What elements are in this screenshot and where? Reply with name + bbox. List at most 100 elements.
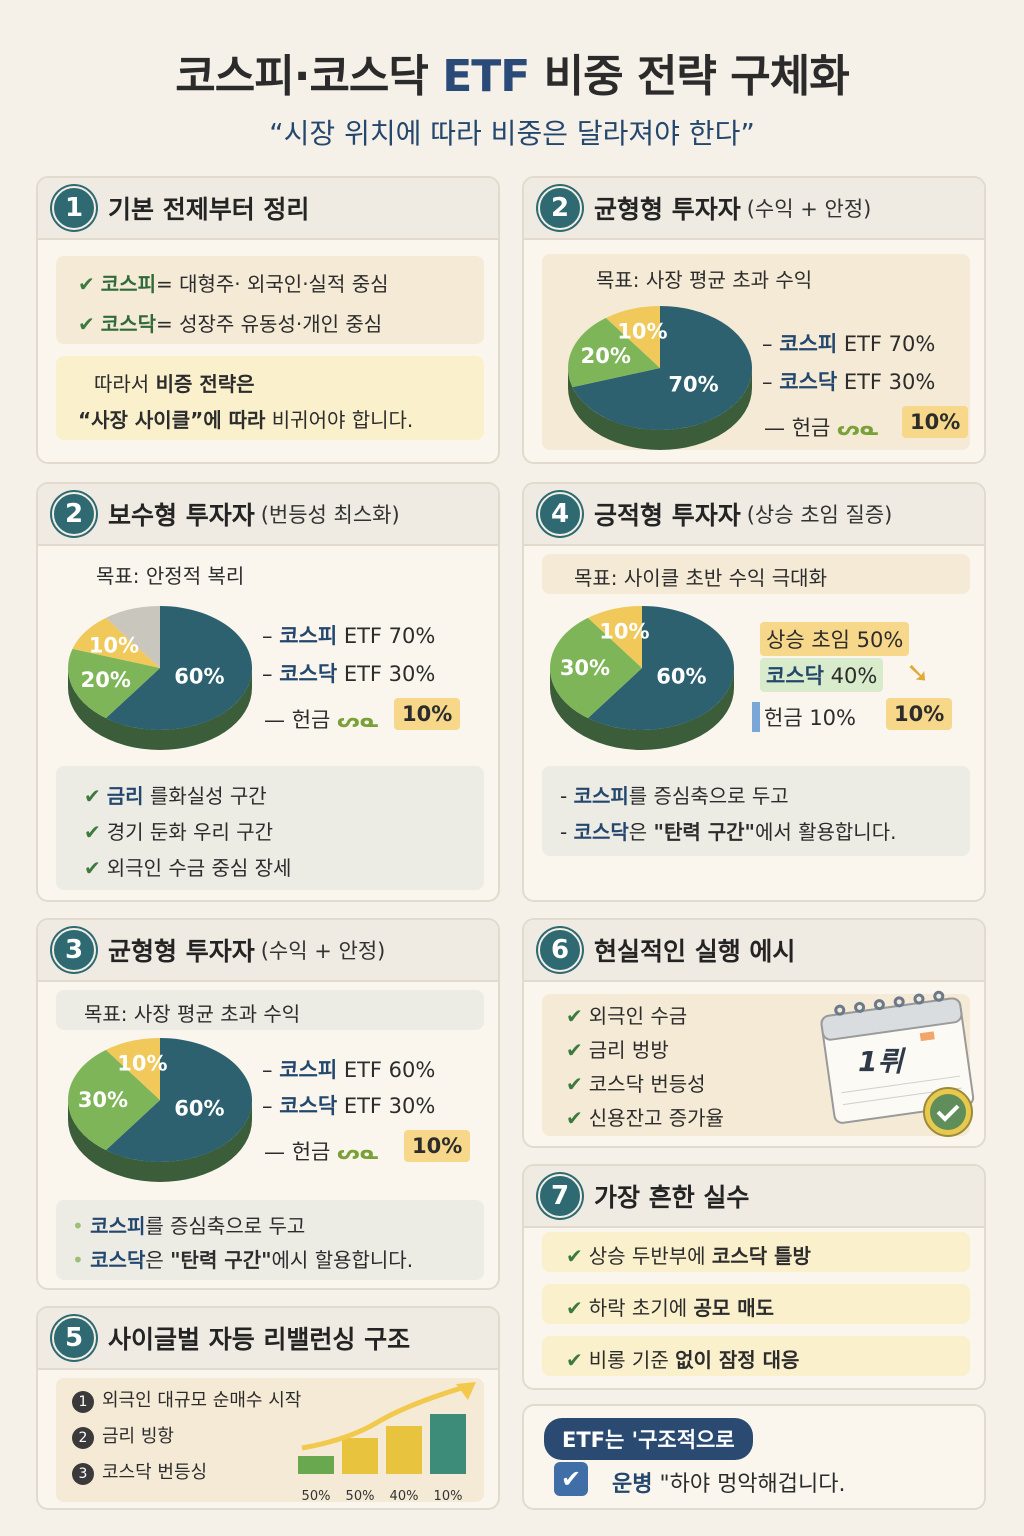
pie-slice-label: 30% bbox=[78, 1088, 128, 1112]
trend-arrow-head bbox=[456, 1382, 476, 1400]
card-title: 현실적인 실행 에시 bbox=[594, 937, 796, 966]
goal-text: 목표: 안정적 복리 bbox=[96, 564, 245, 588]
page-title: 코스피·코스닥 ETF 비중 전략 구체화 bbox=[175, 51, 849, 102]
mistake-item: ✔ 비롱 기준 없이 잠정 대응 bbox=[542, 1336, 970, 1376]
pie-slice bbox=[105, 1038, 253, 1162]
pie-slice bbox=[568, 317, 660, 388]
pie-slice-label: 30% bbox=[560, 656, 610, 680]
card-aggressive-investor: 4 긍적형 투자자 (상승 초임 질증) 목표: 사이클 초반 수익 극대화 60… bbox=[522, 482, 986, 902]
pie-slice-label: 10% bbox=[617, 319, 667, 343]
check-icon: ✔ bbox=[84, 820, 101, 844]
pie-slice-label: 70% bbox=[668, 372, 718, 396]
bar bbox=[298, 1456, 334, 1474]
trend-arrow bbox=[301, 1383, 469, 1451]
card-balanced-investor: 2 균형형 투자자 (수익 + 안정) 목표: 사장 평균 초과 수익 70% 20… bbox=[522, 176, 986, 464]
mistake-item: ✔ 하락 초기에 공모 매도 bbox=[542, 1284, 970, 1324]
card-title: 균형형 투자자 bbox=[108, 937, 255, 966]
step-circle: 3 bbox=[72, 1463, 94, 1485]
cash-percent-tag: 10% bbox=[886, 698, 953, 730]
check-icon: ✔ bbox=[566, 1296, 583, 1320]
check-icon: ✔ bbox=[566, 1038, 583, 1062]
allocation-pie-chart: 60% 30% 10% bbox=[67, 1038, 253, 1182]
condition-checklist: ✔ 금리 를화실성 구간 ✔ 경기 둔화 우리 구간 ✔ 외극인 수금 중심 장세 bbox=[56, 766, 484, 890]
pie-slice bbox=[105, 606, 253, 730]
step-number-badge: 3 bbox=[52, 928, 96, 972]
bar bbox=[386, 1426, 422, 1474]
pie-slice bbox=[67, 1049, 160, 1151]
pie-depth bbox=[550, 668, 734, 750]
wave-icon: ᔕᓇ bbox=[337, 708, 379, 732]
pie-slice-label: 20% bbox=[81, 668, 131, 692]
card-title: 균형형 투자자 bbox=[594, 195, 741, 224]
step-circle: 2 bbox=[72, 1427, 94, 1449]
bar-label: 40% bbox=[390, 1489, 419, 1504]
cash-percent-tag: 10% bbox=[404, 1130, 471, 1162]
check-icon: ✔ bbox=[84, 784, 101, 808]
step-number-badge: 5 bbox=[52, 1316, 96, 1360]
card-header: 7 가장 흔한 실수 bbox=[524, 1166, 984, 1228]
bar bbox=[342, 1438, 378, 1474]
goal-text: 목표: 사장 평균 초과 수익 bbox=[84, 1002, 301, 1026]
check-icon: ✔ bbox=[78, 272, 95, 296]
check-icon: ✔ bbox=[566, 1244, 583, 1268]
footer-pill: ETF는 '구조적으로 bbox=[544, 1418, 753, 1460]
bar-label: 10% bbox=[434, 1489, 463, 1504]
card-title: 긍적형 투자자 bbox=[594, 501, 741, 530]
pie-slice bbox=[72, 617, 160, 668]
conclusion-box: 따라서 비증 전략은 “사장 사이클”에 따라 비귀어야 합니다. bbox=[56, 356, 484, 440]
pie-slice-label: 10% bbox=[117, 1051, 167, 1075]
pie-slice bbox=[587, 606, 734, 730]
allocation-pie-chart: 60% 30% 10% bbox=[550, 606, 734, 750]
check-icon: ✔ bbox=[84, 856, 101, 880]
checkbox-icon: ✔ bbox=[554, 1462, 588, 1496]
card-header: 4 긍적형 투자자 (상승 초임 질증) bbox=[524, 484, 984, 546]
pie-slice-label: 60% bbox=[174, 665, 224, 689]
card-footer-message: ETF는 '구조적으로 ✔ 운병 "하야 멍악해겁니다. bbox=[522, 1404, 986, 1510]
pie-slice-gap bbox=[105, 606, 160, 668]
goal-text: 목표: 사이클 초반 수익 극대화 bbox=[574, 566, 827, 590]
strategy-note: - 코스피를 증심축으로 두고 - 코스닥은 "탄력 구간"에서 활용합니다. bbox=[542, 766, 970, 856]
step-number-badge: 4 bbox=[538, 492, 582, 536]
pie-slice bbox=[572, 306, 752, 430]
pie-slice-label: 60% bbox=[656, 665, 706, 689]
allocation-pie-chart: 70% 20%10% bbox=[568, 306, 752, 450]
check-icon: ✔ bbox=[566, 1004, 583, 1028]
page-subtitle: “시장 위치에 따라 비중은 달라져야 한다” bbox=[269, 117, 755, 150]
definition-box: ✔ 코스피= 대형주· 외국인·실적 중심 ✔ 코스닥= 성장주 유동성·개인 중심 bbox=[56, 256, 484, 344]
pie-slice bbox=[68, 648, 160, 719]
mistake-item: ✔ 상승 두반부에 코스닥 틀방 bbox=[542, 1232, 970, 1272]
card-header: 2 균형형 투자자 (수익 + 안정) bbox=[524, 178, 984, 240]
arrow-icon: ➘ bbox=[906, 656, 930, 689]
pie-slice-label: 10% bbox=[89, 633, 139, 657]
rebalancing-bar-chart: 50% 50% 40% 10% bbox=[298, 1382, 476, 1504]
card-header: 5 사이글벌 자등 리밸런싱 구조 bbox=[38, 1308, 498, 1370]
card-header: 2 보수형 투자자 (번등성 최스화) bbox=[38, 484, 498, 546]
step-number-badge: 2 bbox=[538, 186, 582, 230]
card-header: 6 현실적인 실행 에시 bbox=[524, 920, 984, 982]
legend-item: 상승 초임 50% bbox=[760, 622, 910, 656]
legend-item: 헌금 10% bbox=[752, 702, 856, 732]
card-title: 기본 전제부터 정리 bbox=[108, 195, 310, 224]
pie-depth bbox=[568, 368, 752, 450]
cash-percent-tag: 10% bbox=[902, 406, 969, 438]
check-icon: ✔ bbox=[566, 1072, 583, 1096]
goal-box bbox=[56, 990, 484, 1030]
pie-depth bbox=[68, 1100, 252, 1182]
bar bbox=[430, 1414, 466, 1474]
strategy-note: • 코스피를 증심축으로 두고 • 코스닥은 "탄력 구간"에시 할용합니다. bbox=[56, 1200, 484, 1280]
card-basic-premise: 1 기본 전제부터 정리 ✔ 코스피= 대형주· 외국인·실적 중심 ✔ 코스닥= … bbox=[36, 176, 500, 464]
wave-icon: ᔕᓇ bbox=[837, 416, 879, 440]
card-title: 보수형 투자자 bbox=[108, 501, 255, 530]
goal-text: 목표: 사장 평균 초과 수익 bbox=[596, 268, 813, 292]
check-icon: ✔ bbox=[566, 1348, 583, 1372]
card-header: 3 균형형 투자자 (수익 + 안정) bbox=[38, 920, 498, 982]
step-number-badge: 1 bbox=[52, 186, 96, 230]
card-title: 가장 흔한 실수 bbox=[594, 1183, 750, 1212]
check-icon: ✔ bbox=[566, 1106, 583, 1130]
goal-box bbox=[542, 554, 970, 594]
pie-depth bbox=[68, 668, 252, 750]
calendar-icon bbox=[820, 990, 975, 1137]
card-balanced-investor-2: 3 균형형 투자자 (수익 + 안정) 목표: 사장 평균 초과 수익 60% 30… bbox=[36, 918, 500, 1290]
bar-label: 50% bbox=[346, 1489, 375, 1504]
pie-slice-label: 60% bbox=[174, 1097, 224, 1121]
